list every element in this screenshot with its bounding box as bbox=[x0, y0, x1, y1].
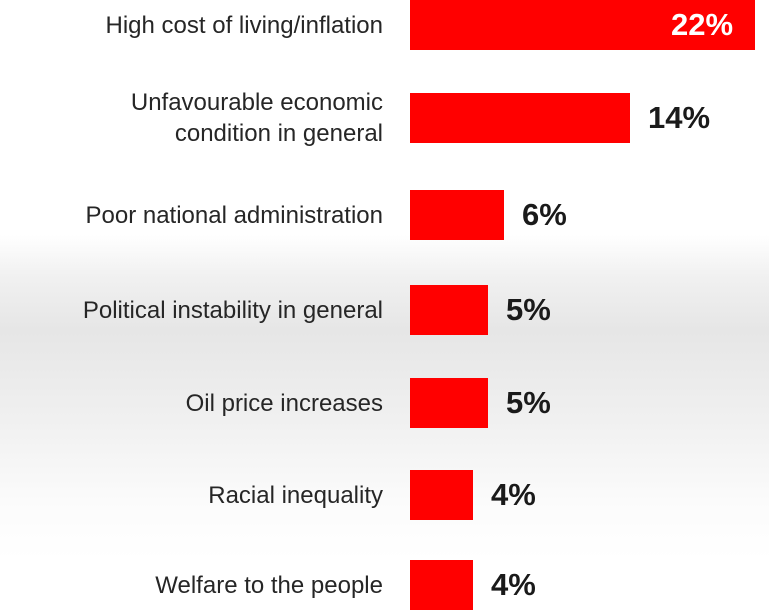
category-label: Welfare to the people bbox=[3, 570, 383, 601]
value-label: 6% bbox=[522, 197, 567, 232]
category-label: High cost of living/inflation bbox=[3, 10, 383, 41]
bar bbox=[410, 285, 488, 335]
value-label: 5% bbox=[506, 292, 551, 327]
category-label: Unfavourable economic condition in genera… bbox=[3, 87, 383, 149]
category-label-line: High cost of living/inflation bbox=[105, 11, 383, 39]
category-label: Racial inequality bbox=[3, 480, 383, 511]
category-label-line: Racial inequality bbox=[208, 481, 383, 509]
category-label: Oil price increases bbox=[3, 388, 383, 419]
category-label-line: Poor national administration bbox=[85, 201, 383, 229]
category-label-line: condition in general bbox=[174, 120, 383, 147]
category-label: Poor national administration bbox=[3, 200, 383, 231]
bar bbox=[410, 378, 488, 428]
category-label-line: Oil price increases bbox=[185, 389, 383, 417]
category-label-line: Welfare to the people bbox=[155, 571, 383, 599]
category-label: Political instability in general bbox=[3, 295, 383, 326]
bar bbox=[410, 560, 473, 610]
bar bbox=[410, 190, 504, 240]
category-label-line: Political instability in general bbox=[82, 296, 383, 324]
value-label: 4% bbox=[491, 567, 536, 602]
bar bbox=[410, 93, 630, 143]
value-label: 14% bbox=[648, 100, 711, 135]
bar bbox=[410, 0, 755, 50]
value-label: 22% bbox=[671, 7, 734, 42]
category-label-line: Unfavourable economic bbox=[130, 89, 383, 116]
bar bbox=[410, 470, 473, 520]
value-label: 4% bbox=[491, 477, 536, 512]
value-label: 5% bbox=[506, 385, 551, 420]
